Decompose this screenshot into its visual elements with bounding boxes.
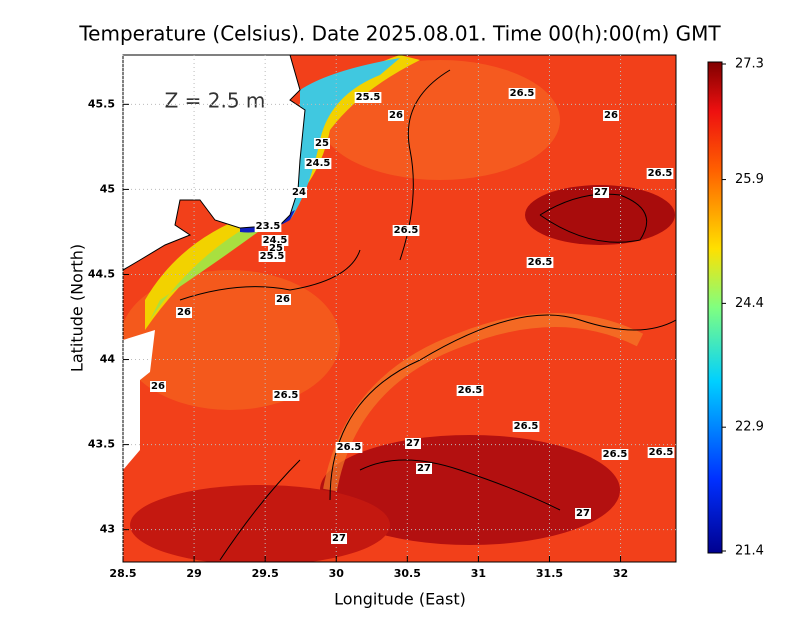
contour-label-bg <box>593 187 609 198</box>
contour-label-bg <box>575 508 591 519</box>
contour-label-bg <box>405 438 421 449</box>
contour-label: 26.5 <box>274 390 299 401</box>
contour-label-bg <box>331 533 347 544</box>
contour-label: 25 <box>315 138 329 149</box>
colorbar-label: 24.4 <box>735 296 764 311</box>
contour-label-bg <box>275 294 291 305</box>
x-axis-label: Longitude (East) <box>334 590 466 609</box>
contour-label-bg <box>508 88 536 99</box>
contour-label-bg <box>268 243 284 254</box>
contour-label: 26.5 <box>337 442 362 453</box>
contour-label-bg <box>601 449 629 460</box>
contour-label-bg <box>512 421 540 432</box>
contour-label-bg <box>388 110 404 121</box>
contour-label-bg <box>526 257 554 268</box>
colorbar-label: 22.9 <box>735 420 764 435</box>
x-tick-label: 30.5 <box>394 567 421 580</box>
x-tick-label: 32 <box>613 567 628 580</box>
contour-label: 27 <box>332 533 346 544</box>
y-tick-label: 45 <box>100 182 115 195</box>
field <box>123 55 676 562</box>
x-tick-label: 30 <box>329 567 345 580</box>
contour-label: 26 <box>604 110 618 121</box>
contour-label: 26.5 <box>528 257 553 268</box>
y-axis-label: Latitude (North) <box>68 244 87 372</box>
contour-label: 27 <box>594 187 608 198</box>
contour-label-bg <box>272 390 300 401</box>
contour-label: 24.5 <box>306 158 331 169</box>
contour-label: 25.5 <box>356 92 381 103</box>
contour-label: 25.5 <box>260 251 285 262</box>
contour-label: 24.5 <box>263 235 288 246</box>
contour-label: 26 <box>177 307 191 318</box>
contour-label: 26.5 <box>510 88 535 99</box>
contour-label: 26.5 <box>648 168 673 179</box>
contour-label-bg <box>646 168 674 179</box>
contour-label: 26 <box>389 110 403 121</box>
y-tick-label: 43.5 <box>88 438 115 451</box>
contour-label-bg <box>150 381 166 392</box>
contour-label-bg <box>261 235 289 246</box>
title: Temperature (Celsius). Date 2025.08.01. … <box>78 22 721 46</box>
contour-label: 24 <box>292 187 306 198</box>
contour-label: 26 <box>151 381 165 392</box>
contour-label-bg <box>254 221 282 232</box>
contour-label-bg <box>392 225 420 236</box>
y-tick-label: 45.5 <box>88 97 115 110</box>
x-tick-label: 29.5 <box>252 567 279 580</box>
contour-label: 26.5 <box>649 447 674 458</box>
contour-label-bg <box>416 463 432 474</box>
contour-label: 25 <box>269 243 283 254</box>
contour-label-bg <box>291 187 307 198</box>
contour-label: 27 <box>576 508 590 519</box>
contour-label-bg <box>456 385 484 396</box>
x-tick-label: 28.5 <box>109 567 136 580</box>
contour-label-bg <box>314 138 330 149</box>
y-tick-label: 43 <box>100 523 115 536</box>
contour-label-bg <box>335 442 363 453</box>
contour-label: 26.5 <box>394 225 419 236</box>
contour-label: 27 <box>417 463 431 474</box>
x-tick-label: 29 <box>186 567 201 580</box>
contour-label-bg <box>647 447 675 458</box>
colorbar-label: 25.9 <box>735 172 764 187</box>
contour-label: 26 <box>276 294 290 305</box>
contour-label-bg <box>176 307 192 318</box>
contour-label-bg <box>603 110 619 121</box>
contour-label-bg <box>258 251 286 262</box>
x-tick-label: 31 <box>471 567 486 580</box>
contour-label: 27 <box>406 438 420 449</box>
y-tick-label: 44.5 <box>88 267 115 280</box>
depth-annotation: Z = 2.5 m <box>165 89 266 113</box>
x-tick-label: 31.5 <box>536 567 563 580</box>
y-tick-label: 44 <box>100 353 116 366</box>
colorbar-label: 21.4 <box>735 544 764 559</box>
contour-label-bg <box>354 92 382 103</box>
contour-label: 26.5 <box>603 449 628 460</box>
contour-label-bg <box>304 158 332 169</box>
contour-label: 26.5 <box>458 385 483 396</box>
colorbar <box>707 61 723 554</box>
contour-label: 23.5 <box>256 221 281 232</box>
colorbar-label: 27.3 <box>735 57 764 72</box>
plot-frame <box>122 54 677 563</box>
contour-label: 26.5 <box>514 421 539 432</box>
